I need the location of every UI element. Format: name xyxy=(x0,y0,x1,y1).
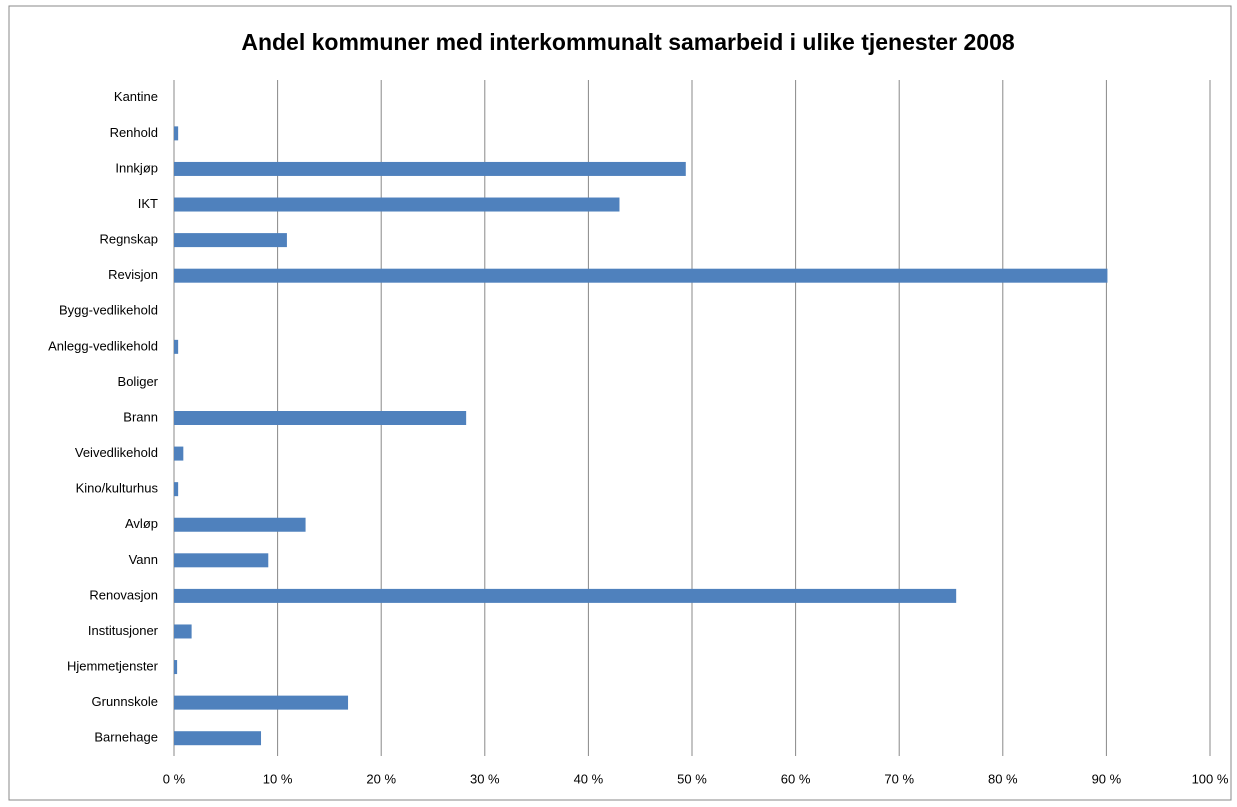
y-tick-label: Anlegg-vedlikehold xyxy=(48,338,158,353)
x-tick-label: 20 % xyxy=(366,771,396,786)
x-tick-label: 10 % xyxy=(263,771,293,786)
x-tick-label: 50 % xyxy=(677,771,707,786)
y-tick-label: Revisjon xyxy=(108,267,158,282)
bar xyxy=(174,482,179,497)
x-tick-label: 90 % xyxy=(1092,771,1122,786)
bar xyxy=(174,517,306,532)
x-tick-label: 80 % xyxy=(988,771,1018,786)
y-tick-label: Renhold xyxy=(110,125,158,140)
bar xyxy=(174,268,1108,283)
x-tick-label: 60 % xyxy=(781,771,811,786)
y-tick-label: Kantine xyxy=(114,89,158,104)
bar xyxy=(174,411,467,425)
x-tick-label: 0 % xyxy=(163,771,186,786)
bar xyxy=(174,446,184,461)
y-tick-label: Bygg-vedlikehold xyxy=(59,303,158,318)
x-tick-label: 100 % xyxy=(1192,771,1229,786)
chart-title: Andel kommuner med interkommunalt samarb… xyxy=(241,29,1015,55)
y-tick-label: Renovasjon xyxy=(89,587,158,602)
bar xyxy=(174,161,686,176)
y-tick-label: Innkjøp xyxy=(115,160,158,175)
bar xyxy=(174,588,957,603)
y-tick-label: Brann xyxy=(123,409,158,424)
chart-border xyxy=(8,5,1232,801)
x-tick-label: 40 % xyxy=(574,771,604,786)
y-tick-label: Regnskap xyxy=(99,232,158,247)
x-tick-label: 70 % xyxy=(884,771,914,786)
y-tick-label: Boliger xyxy=(118,374,159,389)
bar xyxy=(174,660,178,675)
bar xyxy=(174,233,287,248)
bar xyxy=(174,126,179,141)
y-tick-label: Institusjoner xyxy=(88,623,159,638)
bar xyxy=(174,731,262,746)
y-tick-label: IKT xyxy=(138,196,158,211)
y-tick-label: Vann xyxy=(129,552,158,567)
bar xyxy=(174,197,620,212)
y-tick-label: Grunnskole xyxy=(92,694,158,709)
bar xyxy=(174,339,179,354)
y-tick-label: Kino/kulturhus xyxy=(76,481,159,496)
bar xyxy=(174,624,192,639)
y-tick-label: Barnehage xyxy=(94,730,158,745)
x-tick-label: 30 % xyxy=(470,771,500,786)
bar xyxy=(174,553,269,568)
y-tick-label: Veivedlikehold xyxy=(75,445,158,460)
y-tick-label: Avløp xyxy=(125,516,158,531)
bar xyxy=(174,695,349,710)
y-tick-label: Hjemmetjenster xyxy=(67,658,159,673)
